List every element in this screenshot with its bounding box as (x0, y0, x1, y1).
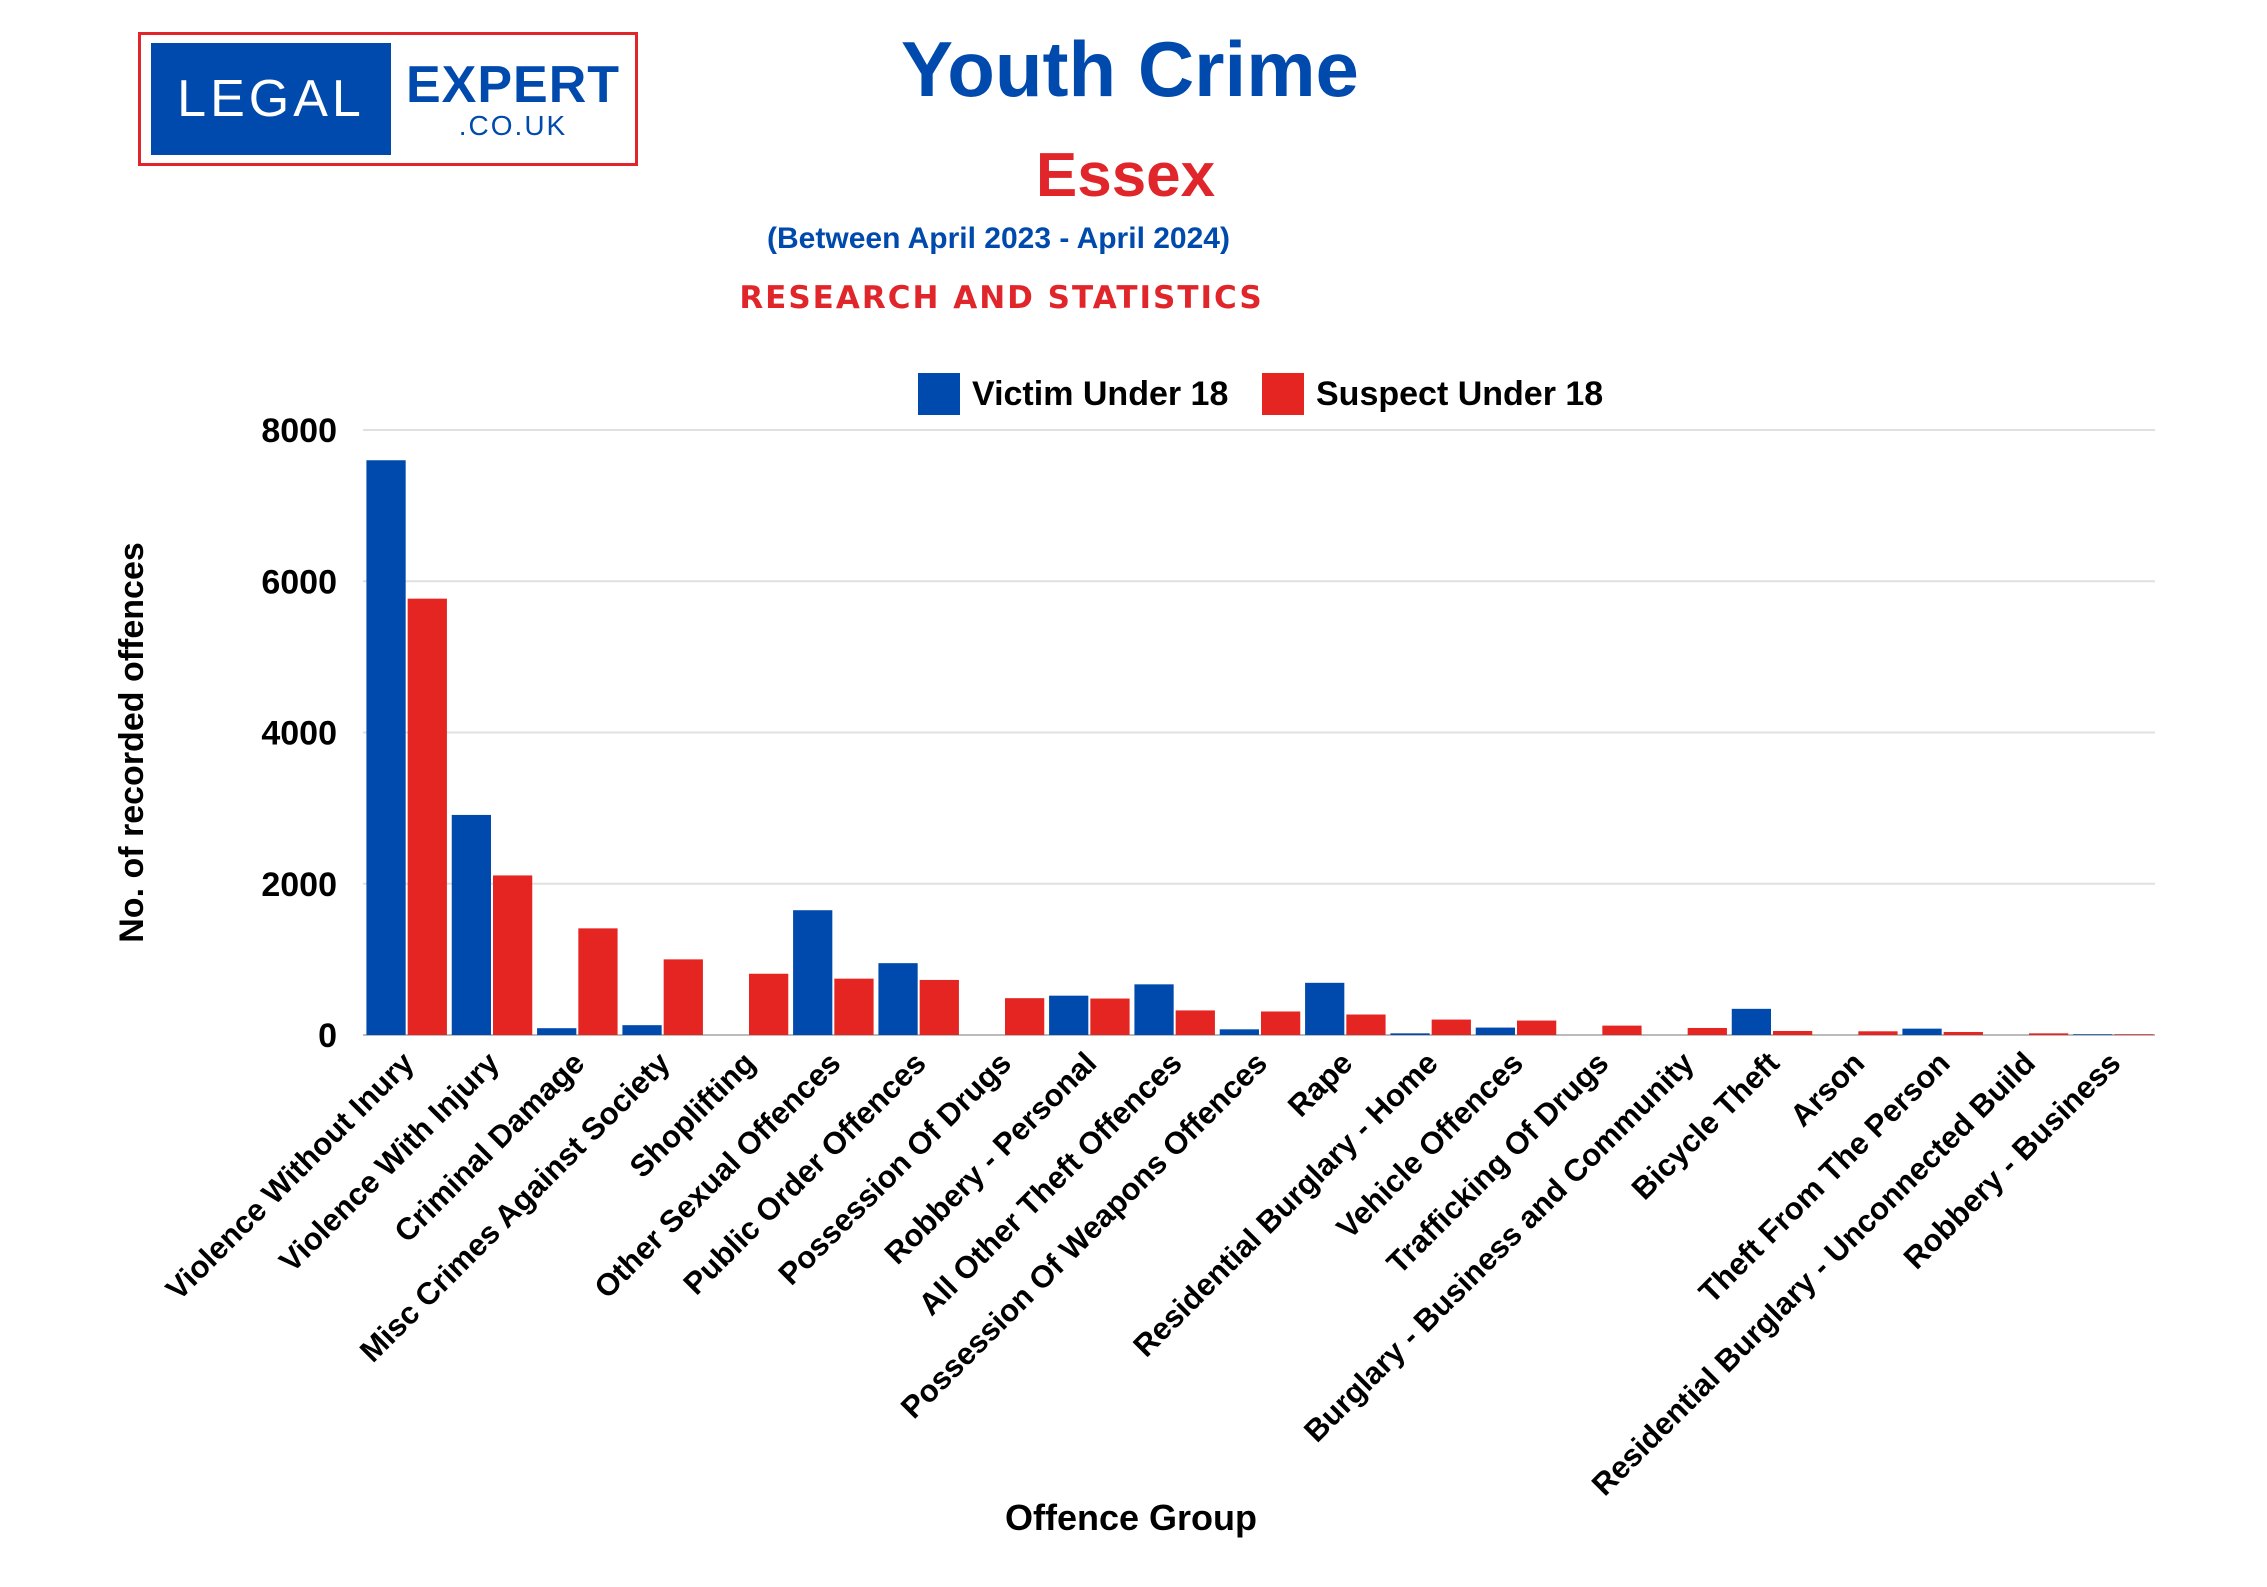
bar-suspect (1175, 1010, 1215, 1035)
bar-suspect (1687, 1027, 1727, 1035)
y-tick-label: 2000 (261, 866, 337, 904)
x-tick-label: Bicycle Theft (1625, 1045, 1786, 1206)
period: (Between April 2023 - April 2024) (767, 222, 1230, 255)
bar-suspect (1943, 1031, 1983, 1035)
x-tick-label: Burglary - Business and Community (1297, 1045, 1701, 1449)
bar-victim (1305, 982, 1345, 1035)
logo-expert: EXPERT (405, 56, 621, 114)
bar-victim (537, 1028, 577, 1035)
logo-legal: LEGAL (151, 43, 391, 155)
bar-suspect (919, 979, 959, 1035)
bar-suspect (407, 598, 447, 1035)
page-title: Youth Crime (901, 25, 1359, 113)
y-tick-label: 0 (318, 1017, 337, 1055)
bar-victim (1475, 1027, 1515, 1035)
bar-suspect (749, 973, 789, 1035)
bar-suspect (2114, 1034, 2154, 1035)
x-axis-title: Offence Group (1005, 1497, 1257, 1538)
x-tick-label: Misc Crimes Against Society (353, 1045, 677, 1369)
logo-domain: .CO.UK (458, 110, 568, 141)
legend-label: Victim Under 18 (972, 375, 1228, 413)
bar-suspect (834, 978, 874, 1035)
bar-suspect (1431, 1019, 1471, 1035)
bar-victim (1902, 1028, 1942, 1035)
bar-victim (1731, 1008, 1771, 1035)
bar-suspect (663, 959, 703, 1035)
tagline: RESEARCH AND STATISTICS (739, 280, 1264, 316)
bar-victim (622, 1025, 662, 1035)
y-tick-label: 4000 (261, 715, 337, 753)
bar-victim (2073, 1034, 2113, 1035)
bar-suspect (2029, 1033, 2069, 1035)
x-tick-label: Rape (1281, 1045, 1359, 1123)
bar-victim (366, 460, 406, 1035)
bar-suspect (1602, 1025, 1642, 1035)
bar-victim (1390, 1033, 1430, 1035)
legend-swatch (918, 373, 960, 415)
bar-suspect (1005, 998, 1045, 1035)
bar-suspect (1261, 1011, 1301, 1035)
bar-victim (1134, 984, 1174, 1035)
bar-suspect (493, 875, 533, 1035)
legend-swatch (1262, 373, 1304, 415)
bar-suspect (1346, 1014, 1386, 1035)
bar-suspect (1773, 1030, 1813, 1035)
bar-victim (1219, 1029, 1259, 1035)
bar-suspect (1090, 998, 1130, 1035)
bar-victim (878, 963, 918, 1035)
y-axis-title: No. of recorded offences (113, 542, 151, 943)
bar-victim (1049, 995, 1089, 1035)
bar-victim (793, 910, 833, 1035)
bar-suspect (1858, 1031, 1898, 1035)
logo: LEGAL EXPERT .CO.UK (138, 32, 638, 166)
y-tick-label: 6000 (261, 563, 337, 601)
bar-victim (451, 814, 491, 1035)
legend-label: Suspect Under 18 (1316, 375, 1603, 413)
bar-suspect (578, 928, 618, 1035)
page-subtitle: Essex (1035, 141, 1216, 210)
bar-suspect (1517, 1020, 1557, 1035)
y-tick-label: 8000 (261, 412, 337, 450)
